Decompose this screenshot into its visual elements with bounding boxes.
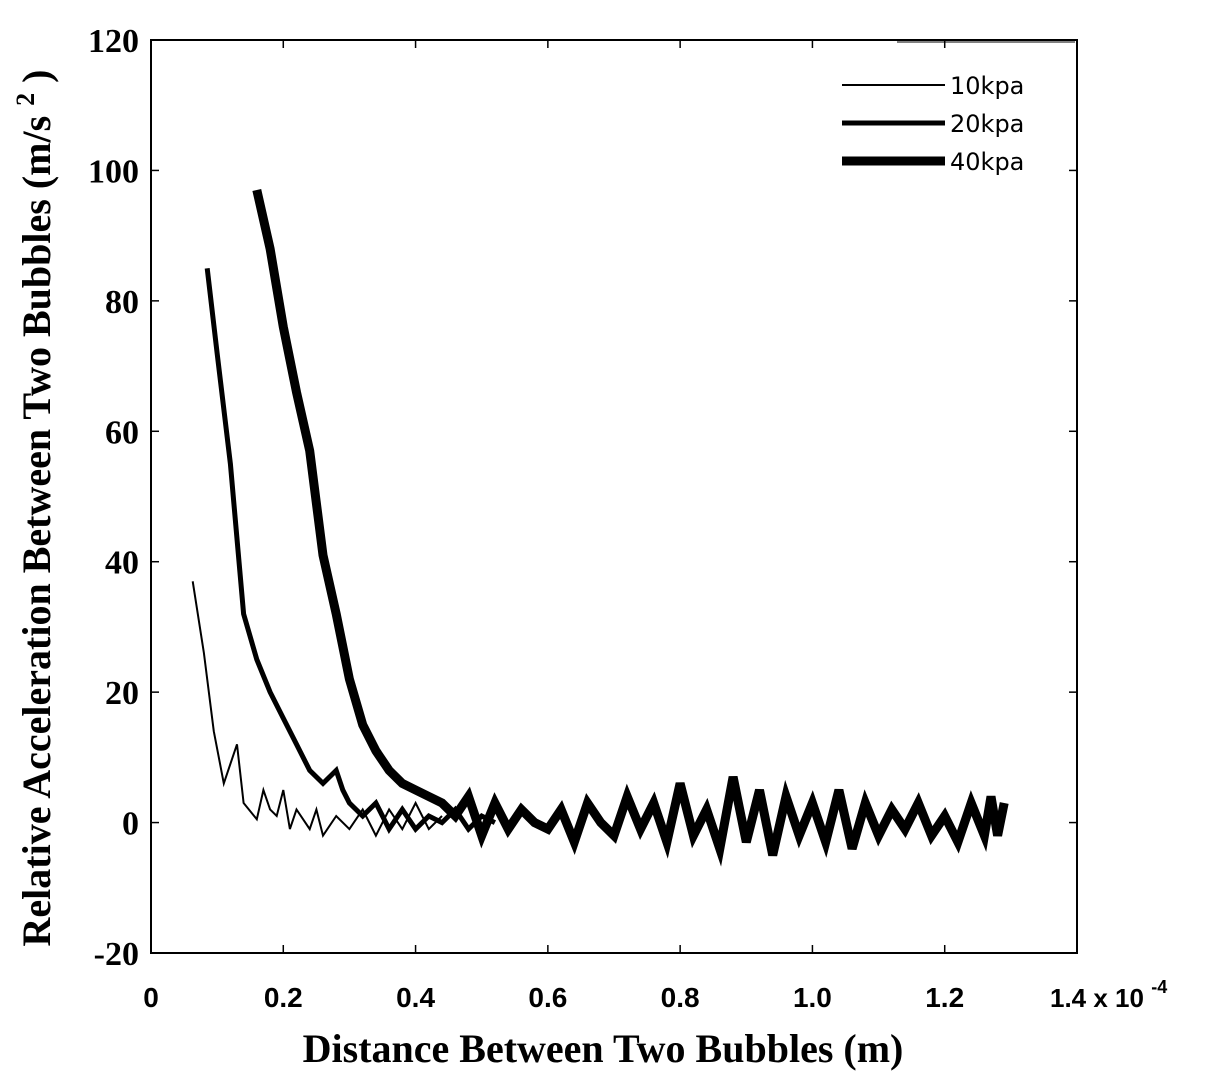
legend-label: 20kpa [950,110,1024,138]
x-tick-label: 0.6 [528,982,567,1013]
series-line-40kpa [252,189,1009,867]
y-axis-title-main: Relative Acceleration Between Two Bubble… [14,116,59,947]
series-line-20kpa [204,268,497,835]
y-tick-label: -20 [94,936,139,973]
legend-label: 10kpa [950,72,1024,100]
series-line-10kpa [191,581,443,839]
x-tick-label: 0.2 [264,982,303,1013]
x-tick-label: 0 [143,982,159,1013]
y-axis-title-close: ) [14,70,59,83]
y-tick-label: 0 [122,806,139,843]
y-tick-label: 80 [105,284,139,321]
y-axis-title: Relative Acceleration Between Two Bubble… [0,70,59,947]
y-tick-label: 60 [105,414,139,451]
x-axis-multiplier-exponent: -4 [1151,977,1167,997]
x-axis-multiplier-base: 1.4 x 10 [1050,983,1144,1013]
y-axis-ticks: -20 0 20 40 60 80 100 120 [88,23,1077,973]
plot-frame [150,39,1078,954]
y-tick-label: 20 [105,675,139,712]
legend-label: 40kpa [950,148,1024,176]
x-axis-ticks: 0 0.2 0.4 0.6 0.8 1.0 1.2 [143,40,964,1013]
legend: 10kpa 20kpa 40kpa [842,41,1075,176]
x-axis-title: Distance Between Two Bubbles (m) [303,1026,904,1071]
x-axis-multiplier: 1.4 x 10 -4 [1050,977,1167,1013]
y-tick-label: 100 [88,153,139,190]
y-tick-label: 120 [88,23,139,60]
x-tick-label: 1.2 [925,982,964,1013]
y-axis-title-superscript: 2 [11,93,40,106]
y-tick-label: 40 [105,545,139,582]
x-tick-label: 0.4 [396,982,435,1013]
series-lines [191,189,1009,867]
x-tick-label: 1.0 [793,982,832,1013]
x-tick-label: 0.8 [661,982,700,1013]
